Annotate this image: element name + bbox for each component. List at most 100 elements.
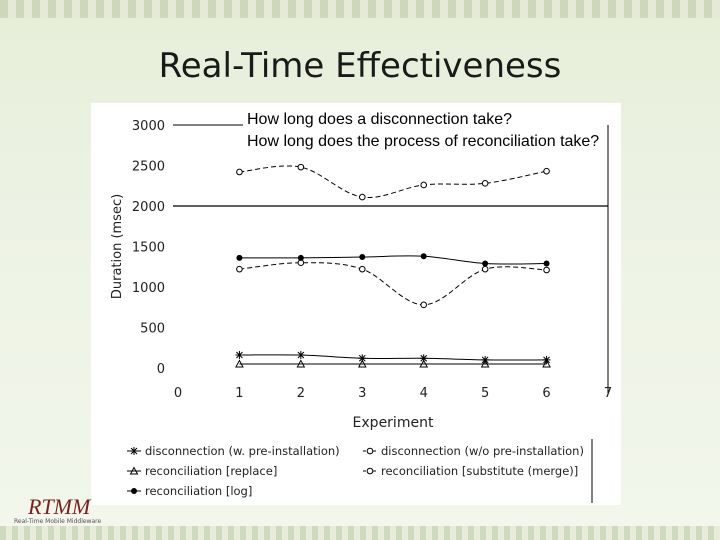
point-marker (235, 351, 244, 360)
data-point (358, 193, 366, 201)
point-marker (481, 265, 489, 273)
x-tick-label: 2 (297, 386, 305, 401)
legend-label: reconciliation [substitute (merge)] (381, 464, 578, 478)
series-4 (236, 259, 550, 309)
data-point (420, 301, 428, 309)
data-point (543, 260, 550, 267)
legend: disconnection (w. pre-installation) disco… (127, 439, 593, 503)
data-point (366, 467, 374, 475)
data-point (419, 354, 428, 363)
point-marker (543, 266, 550, 274)
series-1 (235, 351, 551, 364)
data-point (420, 181, 428, 189)
data-point (358, 354, 367, 363)
point-marker (480, 359, 490, 368)
data-point (482, 260, 489, 267)
y-tick-label: 1500 (132, 241, 165, 256)
point-marker (358, 193, 366, 201)
data-point (543, 266, 550, 274)
top-decorative-strip (0, 0, 720, 18)
point-marker (236, 168, 243, 176)
logo-text: RTMM (28, 494, 91, 519)
data-point (236, 254, 243, 261)
series-line (239, 262, 547, 306)
data-point (419, 359, 429, 368)
point-marker (420, 301, 428, 309)
point-marker (543, 260, 550, 267)
legend-item: disconnection (w/o pre-installation) (363, 444, 584, 458)
x-tick-label: 3 (358, 386, 366, 401)
data-point (129, 466, 139, 475)
data-point (366, 447, 374, 455)
point-marker (130, 447, 138, 455)
legend-label: reconciliation [replace] (145, 464, 277, 478)
point-marker (236, 254, 243, 261)
data-point (481, 265, 489, 273)
y-axis-label: Duration (msec) (110, 194, 125, 299)
point-marker (419, 354, 428, 363)
x-tick-label: 1 (235, 386, 243, 401)
x-tick-label: 7 (604, 386, 612, 401)
x-tick-label: 5 (481, 386, 489, 401)
data-point (131, 488, 137, 494)
point-marker (297, 163, 305, 171)
data-point (481, 180, 489, 187)
point-marker (420, 181, 428, 189)
point-marker (235, 359, 244, 368)
point-marker (236, 265, 243, 273)
chart-panel: 0 500 1000 1500 2000 2500 3000 0 1 2 3 4 5 6 7 Experime… (91, 103, 621, 505)
point-marker (542, 359, 551, 368)
point-marker (543, 167, 550, 175)
y-tick-label: 0 (157, 362, 165, 377)
point-marker (297, 254, 304, 261)
point-marker (296, 351, 305, 360)
logo-subtitle: Real-Time Mobile Middleware (14, 518, 102, 525)
legend-label: reconciliation [log] (145, 484, 252, 498)
point-marker (366, 447, 374, 455)
bottom-decorative-strip (0, 526, 720, 540)
data-point (235, 359, 244, 368)
point-marker (129, 466, 139, 475)
legend-item: reconciliation [replace] (127, 464, 277, 478)
legend-label: disconnection (w/o pre-installation) (381, 444, 584, 458)
x-tick-label: 0 (174, 386, 182, 401)
point-marker (366, 467, 374, 475)
data-point (236, 168, 243, 176)
series-5 (236, 253, 550, 267)
point-marker (357, 359, 367, 368)
point-marker (420, 253, 427, 260)
y-tick-label: 500 (140, 322, 165, 337)
y-tick-label: 1000 (132, 281, 165, 296)
x-tick-label: 6 (542, 386, 550, 401)
point-marker (419, 359, 429, 368)
point-marker (359, 254, 366, 261)
y-tick-label: 2000 (132, 200, 165, 215)
data-point (296, 359, 306, 368)
line-chart: 0 500 1000 1500 2000 2500 3000 0 1 2 3 4 5 6 7 Experime… (110, 119, 612, 503)
question-reconciliation: How long does the process of reconciliat… (247, 133, 600, 150)
point-marker (296, 359, 306, 368)
series-line (239, 165, 547, 199)
y-tick-label: 3000 (132, 119, 165, 134)
x-tick-label: 4 (420, 386, 428, 401)
data-point (235, 351, 244, 360)
question-disconnection: How long does a disconnection take? (247, 111, 513, 128)
point-marker (358, 354, 367, 363)
legend-item: reconciliation [substitute (merge)] (363, 464, 578, 478)
data-point (236, 265, 243, 273)
point-marker (481, 180, 489, 187)
data-point (357, 359, 367, 368)
data-point (420, 253, 427, 260)
questions-annotation: How long does a disconnection take? How … (247, 109, 600, 153)
data-point (358, 265, 366, 273)
point-marker (482, 260, 489, 267)
data-point (130, 447, 138, 455)
series-line (239, 255, 547, 265)
point-marker (131, 488, 137, 494)
series-2 (236, 163, 550, 201)
logo: RTMM Real-Time Mobile Middleware (14, 494, 124, 534)
y-tick-label: 2500 (132, 160, 165, 175)
data-point (480, 359, 490, 368)
data-point (543, 167, 550, 175)
legend-item: reconciliation [log] (127, 484, 252, 498)
